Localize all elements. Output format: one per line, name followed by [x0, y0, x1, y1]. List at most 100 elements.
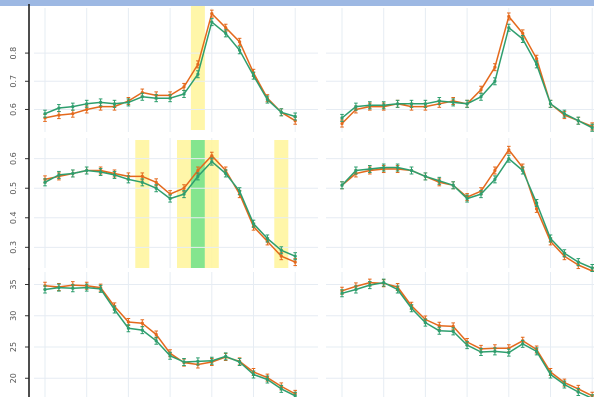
data-point-green	[238, 189, 242, 193]
data-point-orange	[451, 324, 455, 328]
data-point-green	[154, 96, 158, 100]
data-point-green	[112, 102, 117, 106]
data-point-green	[168, 96, 172, 100]
data-point-green	[451, 183, 455, 187]
data-point-green	[210, 20, 214, 24]
data-point-green	[265, 236, 269, 241]
data-point-green	[382, 281, 386, 285]
data-point-green	[382, 165, 386, 170]
y-tick-label: 25	[9, 342, 18, 352]
data-point-green	[99, 100, 103, 105]
data-point-green	[479, 95, 483, 99]
data-point-green	[535, 349, 539, 353]
data-point-green	[548, 102, 553, 106]
data-point-green	[493, 79, 497, 83]
data-point-green	[507, 157, 511, 161]
data-point-green	[43, 112, 47, 116]
data-point-green	[140, 95, 144, 99]
data-point-orange	[437, 324, 441, 328]
data-point-orange	[293, 260, 297, 264]
data-point-green	[251, 74, 256, 78]
data-point-green	[548, 372, 553, 377]
data-point-green	[126, 100, 130, 105]
data-point-green	[293, 254, 297, 258]
data-point-green	[562, 251, 567, 255]
data-point-green	[437, 329, 441, 333]
data-point-green	[535, 201, 539, 205]
y-tick-label: 35	[9, 279, 18, 289]
data-point-green	[521, 37, 525, 41]
data-point-green	[293, 114, 297, 119]
data-point-green	[493, 349, 497, 353]
y-tick-label: 30	[9, 311, 18, 321]
data-point-orange	[85, 107, 89, 112]
data-point-orange	[154, 180, 158, 184]
data-point-green	[451, 329, 455, 333]
data-point-green	[576, 119, 580, 123]
data-point-green	[493, 177, 497, 181]
data-point-orange	[210, 12, 214, 16]
data-point-orange	[140, 321, 144, 325]
data-point-green	[354, 168, 358, 173]
data-point-green	[279, 387, 283, 391]
data-point-green	[451, 100, 455, 105]
data-point-orange	[340, 121, 344, 126]
data-point-green	[251, 372, 256, 377]
data-point-green	[182, 360, 186, 364]
data-point-green	[279, 110, 283, 114]
data-point-orange	[126, 320, 130, 324]
data-point-green	[43, 180, 47, 184]
data-point-green	[210, 160, 214, 164]
data-point-orange	[493, 168, 497, 173]
data-point-green	[437, 99, 441, 103]
data-point-green	[396, 102, 400, 106]
data-point-green	[423, 321, 427, 325]
data-point-green	[382, 103, 386, 107]
data-point-orange	[210, 154, 214, 158]
data-point-green	[590, 266, 594, 270]
data-point-orange	[196, 62, 200, 66]
data-point-green	[196, 359, 200, 363]
data-point-green	[224, 354, 228, 358]
data-point-orange	[521, 31, 525, 35]
y-tick-label: 0.8	[9, 47, 18, 60]
panel-background	[326, 8, 594, 132]
panel-background	[34, 138, 318, 268]
data-point-green	[340, 183, 344, 187]
data-point-orange	[71, 112, 75, 116]
data-point-orange	[57, 113, 61, 117]
data-point-green	[479, 350, 483, 354]
panel-row2-left: 0.3 0.4 0.5 0.6	[9, 134, 318, 270]
data-point-green	[196, 174, 200, 179]
y-tick-label: 0.6	[9, 103, 18, 116]
data-point-green	[224, 31, 228, 35]
data-point-green	[238, 360, 242, 364]
data-point-green	[562, 112, 567, 116]
data-point-green	[99, 170, 103, 174]
data-point-green	[340, 116, 344, 120]
data-point-orange	[154, 332, 158, 337]
data-point-green	[182, 92, 186, 96]
data-point-green	[126, 326, 130, 330]
data-point-orange	[196, 168, 200, 173]
data-point-green	[251, 222, 256, 226]
panel-row1-right	[326, 8, 594, 132]
data-point-green	[140, 180, 144, 184]
panel-row3-right	[326, 272, 594, 397]
panel-row1-left: 0.6 0.7 0.8	[9, 4, 318, 134]
data-point-green	[85, 102, 89, 106]
data-point-green	[265, 377, 269, 382]
data-point-green	[368, 283, 372, 287]
y-tick-label: 0.5	[9, 182, 18, 195]
data-point-green	[154, 339, 158, 343]
data-point-green	[409, 306, 414, 310]
y-tick-label: 0.7	[9, 75, 18, 88]
data-point-green	[548, 236, 553, 241]
data-point-green	[71, 105, 75, 109]
data-point-green	[140, 328, 144, 332]
data-point-green	[354, 105, 358, 109]
y-tick-label: 0.6	[9, 152, 18, 165]
data-point-green	[465, 102, 469, 106]
data-point-green	[57, 173, 61, 177]
